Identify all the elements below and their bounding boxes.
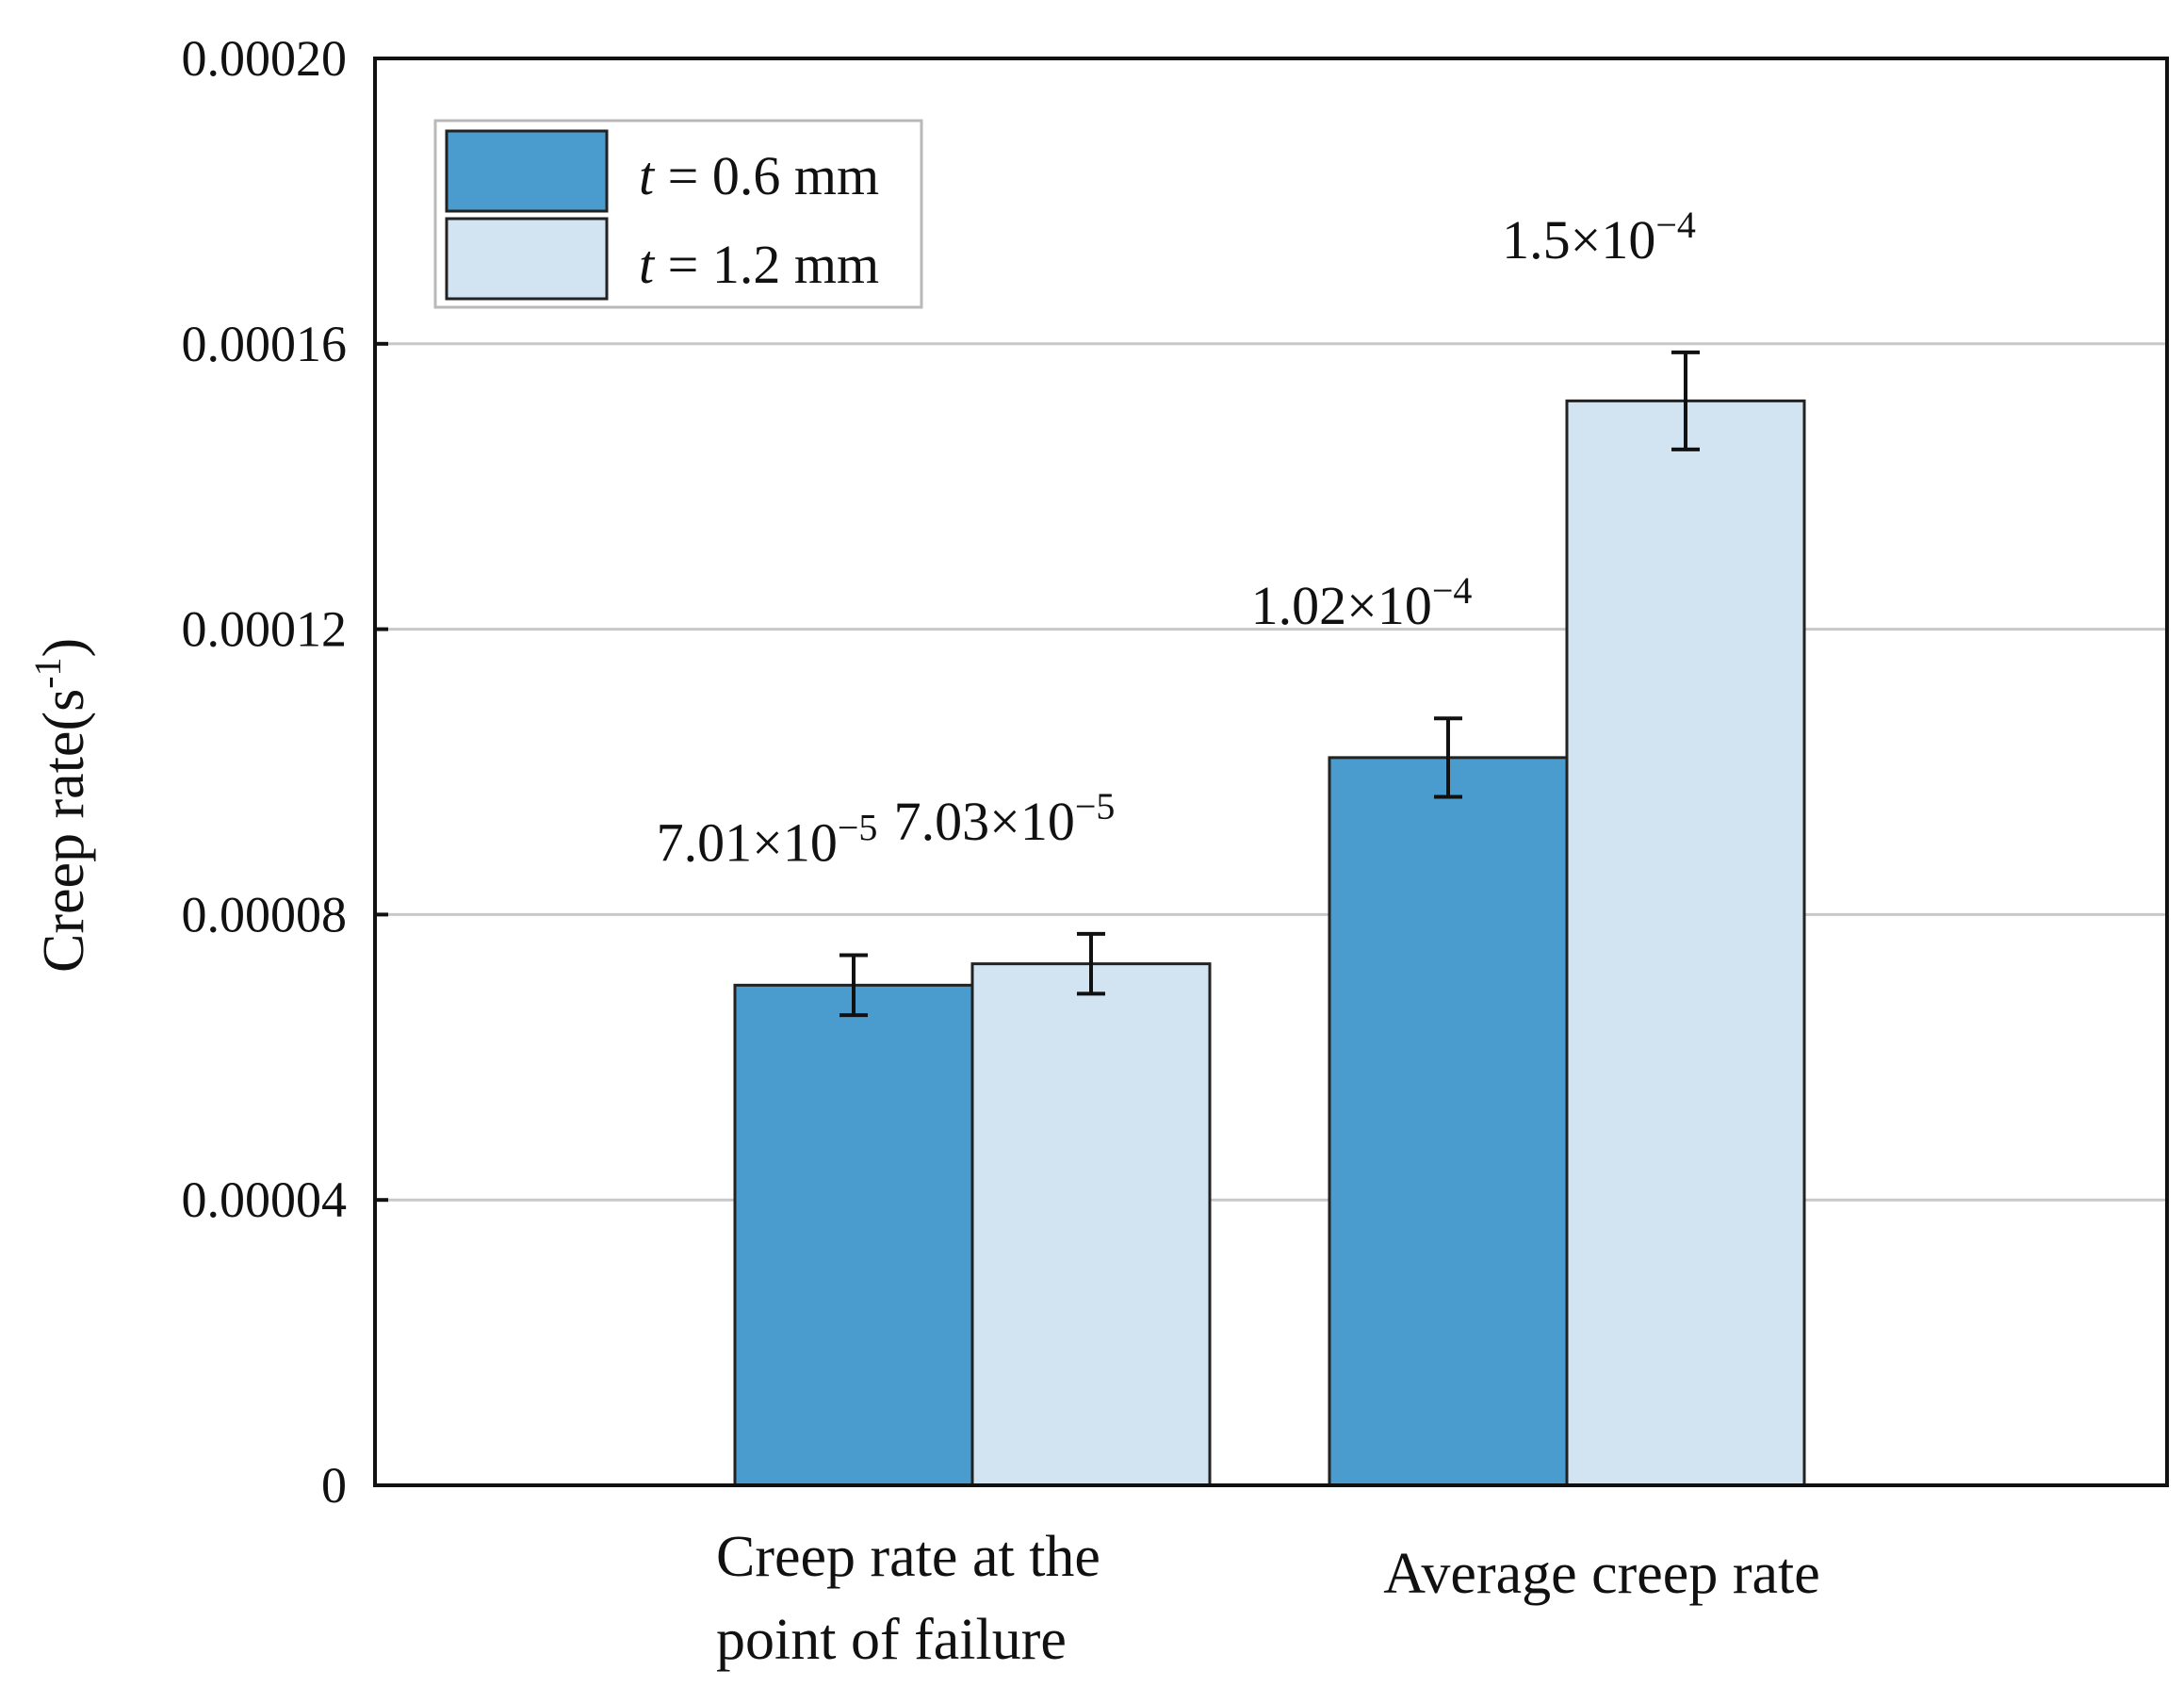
plot-frame — [373, 57, 2169, 1487]
bars — [733, 399, 1806, 1487]
y-tick-label: 0.00008 — [182, 886, 348, 942]
legend: t = 0.6 mm t = 1.2 mm — [433, 119, 923, 309]
x-category-label: Creep rate at the point of failure — [716, 1525, 1100, 1672]
bar — [970, 962, 1212, 1487]
legend-swatch-series-2 — [445, 217, 609, 301]
x-axis-categories: Creep rate at the point of failure Average… — [716, 1525, 1820, 1672]
y-tick-label: 0.00020 — [182, 30, 348, 87]
y-tick-label: 0 — [321, 1457, 347, 1514]
y-tick-label: 0.00004 — [182, 1171, 348, 1228]
gridlines — [375, 342, 2167, 1202]
x-category-label: Average creep rate — [1383, 1542, 1820, 1606]
y-tick-label: 0.00012 — [182, 601, 348, 658]
data-label: 1.02×10−4 — [1251, 569, 1473, 636]
bar — [1565, 399, 1806, 1487]
legend-swatch-series-1 — [445, 129, 609, 213]
data-label: 7.01×10−5 — [657, 807, 878, 874]
y-axis-title: Creep rate(s-1) — [26, 638, 96, 973]
error-bars — [839, 350, 1700, 1018]
bar — [1328, 756, 1569, 1487]
data-labels: 7.01×10−5 7.03×10−5 1.02×10−4 1.5×10−4 — [657, 204, 1696, 874]
data-label: 1.5×10−4 — [1502, 204, 1696, 270]
y-tick-label: 0.00016 — [182, 316, 348, 372]
legend-label-series-2: t = 1.2 mm — [639, 234, 879, 295]
y-axis-ticks: 0 0.00004 0.00008 0.00012 0.00016 0.00020 — [182, 30, 388, 1514]
data-label: 7.03×10−5 — [894, 785, 1116, 852]
bar — [733, 983, 974, 1487]
legend-label-series-1: t = 0.6 mm — [639, 145, 879, 206]
